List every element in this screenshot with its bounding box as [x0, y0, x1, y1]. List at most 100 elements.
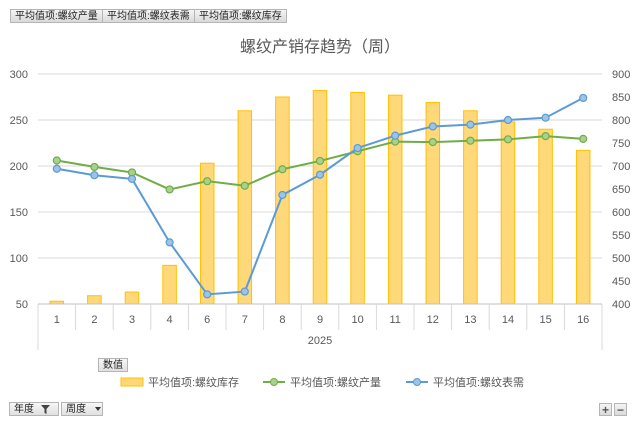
x-group-label: 2025 — [308, 335, 332, 347]
axis-field-week-label: 周度 — [66, 404, 86, 415]
y-right-tick-label: 650 — [612, 184, 630, 196]
x-tick-label: 13 — [464, 314, 476, 326]
legend-swatch-inventory — [120, 377, 144, 387]
y-right-tick-label: 850 — [612, 92, 630, 104]
y-right-tick-label: 550 — [612, 230, 630, 242]
point-demand — [203, 290, 212, 299]
bar-inventory — [124, 291, 140, 305]
x-tick-label: 15 — [539, 314, 551, 326]
x-tick-label: 3 — [129, 314, 135, 326]
y-left-tick-label: 100 — [10, 253, 28, 265]
y-left-tick-label: 50 — [16, 299, 28, 311]
bar-inventory — [538, 128, 553, 305]
x-tick-label: 9 — [317, 314, 323, 326]
point-production — [541, 132, 550, 141]
expand-field-button[interactable]: + — [599, 403, 612, 416]
point-production — [466, 136, 475, 145]
y-left-tick-label: 200 — [10, 161, 28, 173]
axis-field-year-label: 年度 — [14, 404, 34, 415]
x-tick-label: 7 — [242, 314, 248, 326]
y-right-tick-label: 500 — [612, 253, 630, 265]
point-production — [278, 165, 287, 174]
y-right-tick-label: 700 — [612, 161, 630, 173]
x-tick-label: 14 — [502, 314, 514, 326]
x-tick-label: 8 — [279, 314, 285, 326]
bar-inventory — [350, 91, 365, 305]
x-tick-label: 10 — [351, 314, 363, 326]
line-production — [56, 135, 584, 191]
point-production — [203, 177, 212, 186]
y-right-tick-label: 750 — [612, 138, 630, 150]
x-tick-label: 1 — [54, 314, 60, 326]
values-field-button[interactable]: 数值 — [98, 358, 128, 372]
point-production — [165, 185, 174, 194]
bar-inventory — [275, 96, 290, 305]
y-right-tick-label: 600 — [612, 207, 630, 219]
collapse-field-button[interactable]: − — [614, 403, 627, 416]
y-left-tick-label: 300 — [10, 69, 28, 81]
point-demand — [428, 122, 437, 131]
x-tick-label: 16 — [577, 314, 589, 326]
chart-title: 螺纹产销存趋势（周） — [240, 38, 400, 56]
axis-field-year[interactable]: 年度 — [9, 402, 59, 416]
point-production — [503, 135, 513, 144]
point-demand — [278, 190, 287, 200]
point-production — [90, 162, 99, 172]
bar-inventory — [237, 110, 253, 305]
point-demand — [466, 120, 475, 129]
point-production — [52, 156, 61, 165]
point-demand — [503, 115, 513, 125]
point-production — [240, 181, 249, 190]
point-demand — [240, 287, 249, 296]
x-tick-label: 6 — [204, 314, 210, 326]
point-demand — [90, 171, 99, 180]
legend-label: 平均值项:螺纹库存 — [148, 375, 239, 389]
bar-inventory — [387, 94, 403, 305]
x-tick-label: 2 — [91, 314, 97, 326]
bar-inventory — [87, 295, 102, 305]
point-demand — [165, 238, 174, 247]
bar-inventory — [463, 110, 478, 305]
pivot-field-button-demand[interactable]: 平均值项:螺纹表需 — [102, 9, 195, 23]
x-tick-label: 11 — [389, 314, 400, 326]
point-production — [315, 156, 325, 166]
bar-inventory — [500, 121, 516, 305]
bar-inventory — [425, 102, 441, 305]
point-demand — [52, 164, 61, 173]
y-right-tick-label: 800 — [612, 115, 630, 127]
y-left-tick-label: 250 — [10, 115, 28, 127]
x-tick-label: 4 — [167, 314, 173, 326]
y-right-tick-label: 450 — [612, 276, 630, 288]
x-tick-label: 12 — [427, 314, 439, 326]
point-production — [579, 134, 588, 143]
axis-field-week[interactable]: 周度 — [61, 402, 103, 416]
y-left-tick-label: 150 — [10, 207, 28, 219]
bar-inventory — [575, 149, 591, 305]
point-demand — [315, 170, 325, 179]
y-right-tick-label: 900 — [612, 69, 630, 81]
point-demand — [127, 174, 137, 183]
point-demand — [579, 93, 588, 103]
point-production — [127, 168, 137, 177]
point-demand — [353, 143, 362, 153]
y-right-tick-label: 400 — [612, 299, 630, 311]
filter-icon — [40, 404, 50, 414]
point-demand — [541, 113, 550, 122]
point-production — [391, 137, 400, 146]
point-production — [428, 137, 437, 147]
legend-label: 平均值项:螺纹表需 — [433, 375, 524, 389]
point-demand — [391, 131, 400, 140]
pivot-field-button-production[interactable]: 平均值项:螺纹产量 — [10, 9, 103, 23]
point-production — [353, 147, 362, 156]
legend-marker-production — [270, 378, 278, 386]
legend-marker-demand — [413, 378, 421, 386]
bar-inventory — [312, 90, 328, 305]
line-demand — [56, 97, 584, 296]
bar-inventory — [162, 264, 177, 305]
chevron-down-icon — [94, 407, 101, 412]
pivot-field-button-inventory[interactable]: 平均值项:螺纹库存 — [194, 9, 287, 23]
bar-inventory — [199, 162, 215, 305]
legend-label: 平均值项:螺纹产量 — [290, 375, 381, 389]
bar-inventory — [49, 300, 65, 305]
